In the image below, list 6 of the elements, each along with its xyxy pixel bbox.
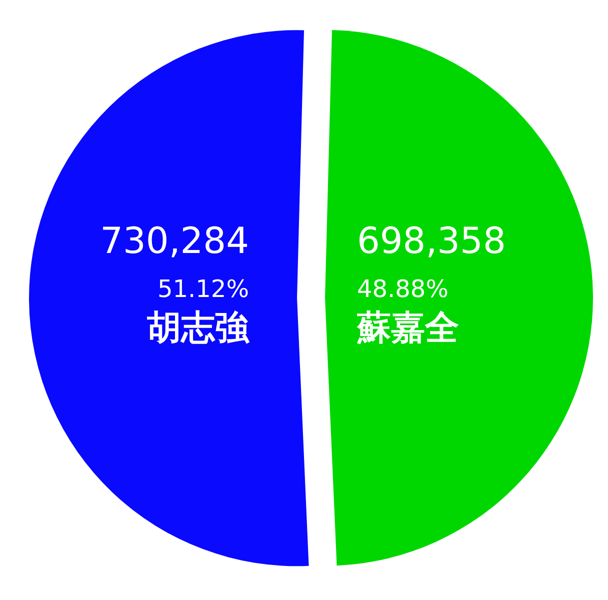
- data-label: 730,284: [100, 221, 249, 262]
- data-label: 698,358: [357, 221, 506, 262]
- slice-label: 胡志強: [146, 308, 250, 348]
- text: 48.88%: [357, 275, 449, 303]
- text: 51.12%: [157, 275, 249, 303]
- slice-label: 蘇嘉全: [356, 308, 459, 348]
